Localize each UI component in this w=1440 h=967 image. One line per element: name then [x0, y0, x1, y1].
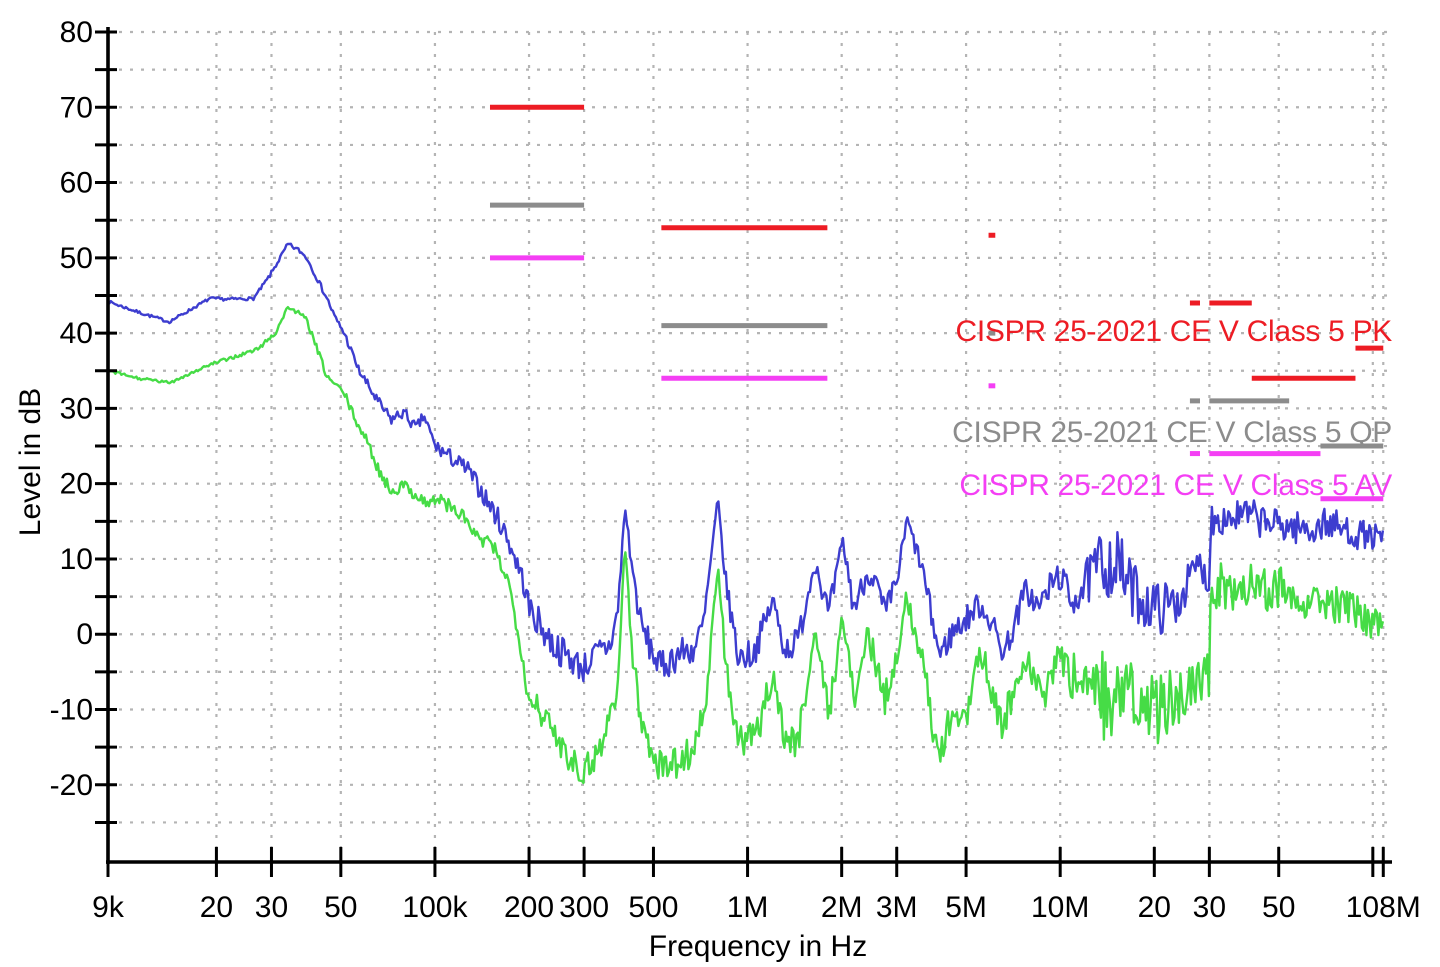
x-tick-label: 9k	[92, 891, 125, 924]
y-tick-label: 80	[60, 16, 93, 49]
y-tick-label: 70	[60, 91, 93, 124]
y-tick-label: 30	[60, 392, 93, 425]
limit-label-pk: CISPR 25-2021 CE V Class 5 PK	[956, 315, 1393, 348]
x-tick-label: 20	[1138, 891, 1171, 924]
y-tick-label: 60	[60, 167, 93, 200]
limit-label-qp: CISPR 25-2021 CE V Class 5 QP	[952, 416, 1392, 449]
x-tick-label: 10M	[1031, 891, 1089, 924]
x-tick-label: 108M	[1346, 891, 1421, 924]
x-tick-label: 2M	[821, 891, 863, 924]
x-tick-label: 500	[628, 891, 678, 924]
x-tick-label: 300	[559, 891, 609, 924]
x-tick-label: 50	[324, 891, 357, 924]
x-tick-label: 30	[1193, 891, 1226, 924]
x-tick-label: 100k	[402, 891, 468, 924]
y-axis-title: Level in dB	[14, 388, 47, 536]
trace-layer	[107, 242, 1385, 785]
y-tick-label: 10	[60, 543, 93, 576]
x-tick-label: 30	[255, 891, 288, 924]
limit-label-av: CISPR 25-2021 CE V Class 5 AV	[959, 469, 1392, 502]
y-tick-label: -20	[50, 769, 93, 802]
x-tick-label: 20	[200, 891, 233, 924]
average-measurement-trace	[107, 306, 1385, 785]
y-tick-label: -10	[50, 694, 93, 727]
y-tick-label: 20	[60, 468, 93, 501]
x-tick-label: 50	[1262, 891, 1295, 924]
limit-legend: CISPR 25-2021 CE V Class 5 PK CISPR 25-2…	[952, 315, 1392, 502]
y-tick-label: 0	[76, 618, 93, 651]
y-tick-label: 40	[60, 317, 93, 350]
x-tick-label: 1M	[727, 891, 769, 924]
x-tick-label: 3M	[876, 891, 918, 924]
x-tick-label: 200	[504, 891, 554, 924]
limit-line-layer	[489, 104, 1384, 502]
peak-measurement-trace	[107, 242, 1385, 683]
x-tick-label: 5M	[945, 891, 987, 924]
y-tick-label: 50	[60, 242, 93, 275]
x-axis-title: Frequency in Hz	[649, 930, 867, 963]
